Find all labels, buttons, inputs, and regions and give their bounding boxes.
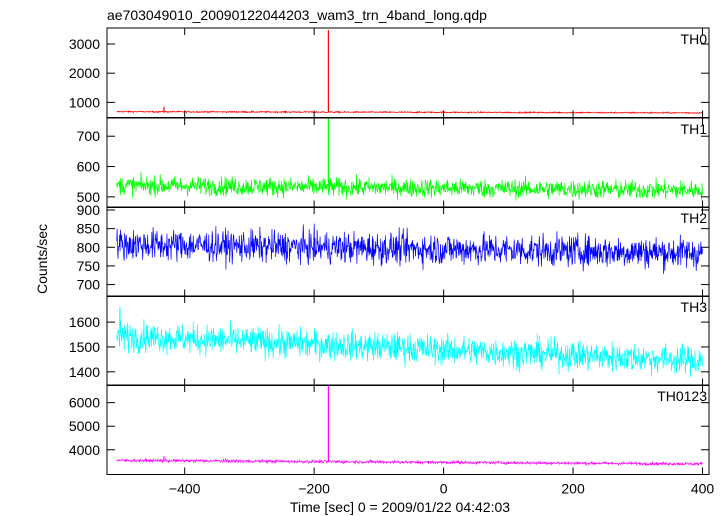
series-line-th2 [116, 223, 703, 275]
y-tick-label: 1000 [69, 94, 100, 110]
y-tick-label: 500 [77, 189, 101, 205]
panel-label-th0: TH0 [681, 31, 708, 47]
x-tick-label: −400 [169, 481, 201, 497]
panel-label-th0123: TH0123 [657, 388, 707, 404]
y-tick-label: 800 [77, 239, 101, 255]
y-tick-label: 700 [77, 277, 101, 293]
y-tick-label: 1500 [69, 339, 100, 355]
y-tick-label: 600 [77, 159, 101, 175]
y-tick-label: 4000 [69, 442, 100, 458]
series-line-th0 [116, 109, 703, 115]
panel-th2: 700 750 800 850 900 TH2 [77, 202, 710, 297]
y-tick-label: 6000 [69, 395, 100, 411]
y-tick-label: 2000 [69, 65, 100, 81]
x-tick-label: 200 [561, 481, 585, 497]
y-tick-label: 750 [77, 258, 101, 274]
y-tick-label: 5000 [69, 418, 100, 434]
panel-label-th2: TH2 [681, 210, 708, 226]
y-tick-label: 900 [77, 202, 101, 218]
panel-frame [106, 384, 710, 475]
y-tick-label: 700 [77, 128, 101, 144]
panel-th3: 1400 1500 1600 TH3 [69, 295, 710, 386]
panel-th0: 1000 2000 3000 TH0 [69, 27, 710, 118]
chart-title: ae703049010_20090122044203_wam3_trn_4ban… [107, 7, 487, 23]
series-line-th1 [116, 171, 703, 201]
y-tick-label: 850 [77, 221, 101, 237]
y-tick-label: 1400 [69, 364, 100, 380]
panel-label-th1: TH1 [681, 121, 708, 137]
y-tick-label: 3000 [69, 36, 100, 52]
panel-frame [106, 27, 710, 118]
x-axis-label: Time [sec] 0 = 2009/01/22 04:42:03 [290, 499, 510, 515]
x-tick-label: 0 [440, 481, 448, 497]
panel-label-th3: TH3 [681, 299, 708, 315]
series-line-th0123 [116, 457, 703, 467]
x-tick-label: 400 [691, 481, 715, 497]
x-tick-label: −200 [298, 481, 330, 497]
y-tick-label: 1600 [69, 314, 100, 330]
y-axis-label: Counts/sec [34, 224, 50, 294]
panel-th1: 500 600 700 TH1 [77, 117, 710, 208]
panel-th0123: 4000 5000 6000 TH0123 [69, 384, 710, 475]
series-line-th3 [116, 319, 703, 378]
